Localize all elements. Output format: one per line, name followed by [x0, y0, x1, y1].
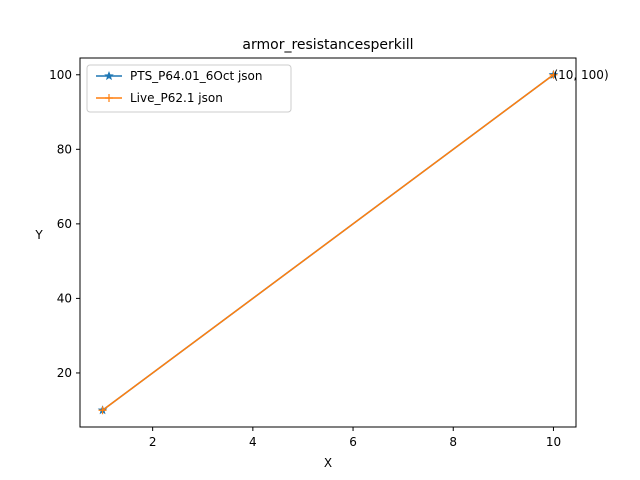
x-axis-label: X	[324, 456, 332, 470]
data-point-s1-0	[98, 406, 107, 415]
x-tick-label-2: 6	[349, 435, 357, 449]
data-point-s1-1	[549, 70, 558, 79]
legend-label-1: Live_P62.1 json	[130, 91, 223, 105]
y-tick-label-4: 100	[49, 68, 72, 82]
legend-marker-1	[105, 94, 113, 102]
x-axis-ticks: 2 4 6 8 10	[149, 427, 561, 449]
plot-area-frame	[79, 57, 577, 428]
x-tick-label-3: 8	[449, 435, 457, 449]
legend-label-0: PTS_P64.01_6Oct json	[130, 69, 263, 83]
series-line-1	[102, 74, 554, 411]
annotation-layer: (10, 100)	[553, 68, 608, 82]
point-annotation-0: (10, 100)	[553, 68, 608, 82]
legend-marker-0	[104, 70, 114, 81]
y-tick-label-2: 60	[57, 217, 72, 231]
legend-box	[86, 64, 292, 113]
y-tick-label-0: 20	[57, 366, 72, 380]
x-tick-label-4: 10	[546, 435, 561, 449]
legend: PTS_P64.01_6Oct json Live_P62.1 json	[86, 64, 292, 113]
y-axis-label: Y	[34, 228, 43, 242]
series-layer	[97, 69, 559, 415]
x-tick-label-0: 2	[149, 435, 157, 449]
y-tick-label-1: 40	[57, 291, 72, 305]
x-tick-label-1: 4	[249, 435, 257, 449]
y-tick-label-3: 80	[57, 142, 72, 156]
chart-title: armor_resistancesperkill	[242, 37, 413, 53]
y-axis-ticks: 20 40 60 80 100	[49, 68, 80, 380]
